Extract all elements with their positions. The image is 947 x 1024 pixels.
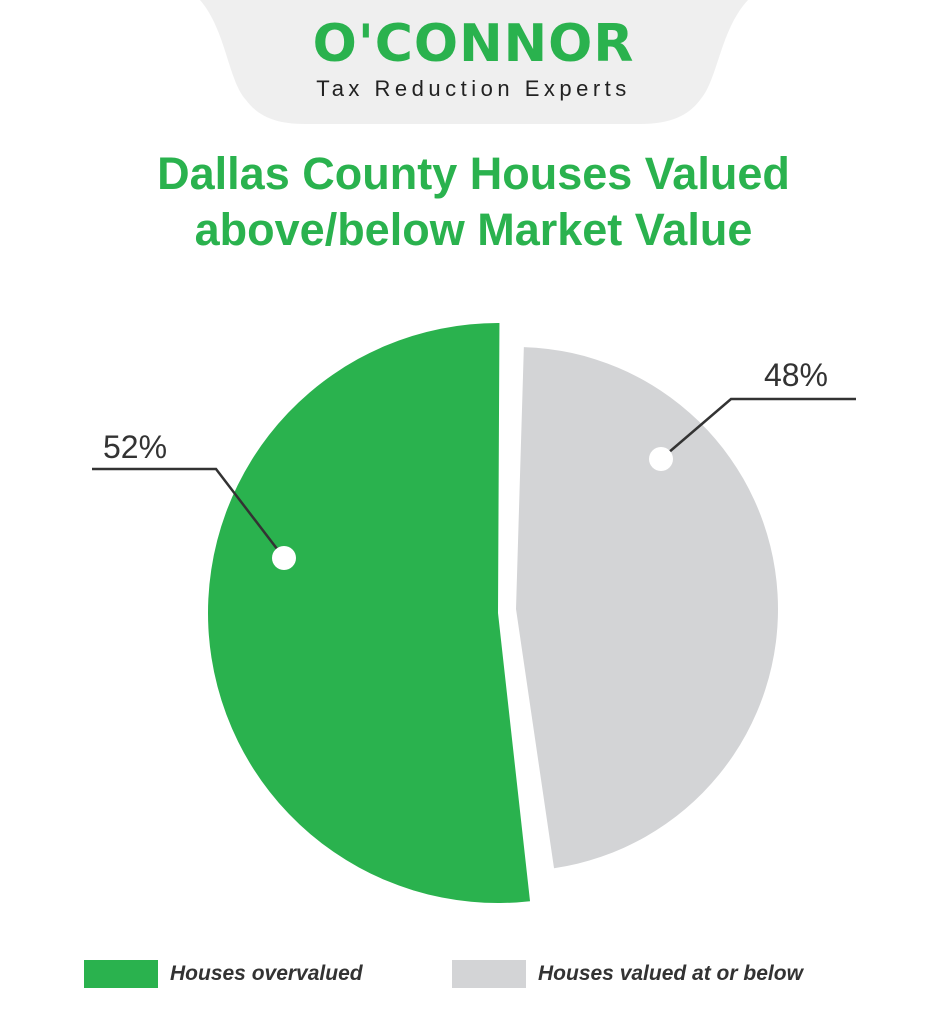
leader-line xyxy=(92,467,285,559)
pie-slice-overvalued xyxy=(207,323,531,903)
header-banner xyxy=(200,0,748,124)
logo-wordmark: O'CONNOR xyxy=(312,14,635,74)
data-label-valued-at-or-below: 48% xyxy=(764,357,828,393)
brand-logo: O'CONNOR Tax Reduction Experts xyxy=(0,14,947,102)
slice-marker-dot xyxy=(649,447,673,471)
legend-swatch-overvalued xyxy=(84,960,158,988)
chart-title-line-2: above/below Market Value xyxy=(194,204,753,255)
chart-title: Dallas County Houses Valued above/below … xyxy=(0,146,947,258)
data-label-overvalued: 52% xyxy=(103,429,167,465)
pie-chart: 52% 48% xyxy=(92,323,856,903)
chart-title-line-1: Dallas County Houses Valued xyxy=(157,148,790,199)
logo-tagline: Tax Reduction Experts xyxy=(316,76,631,101)
pie-slice-valued-at-or-below xyxy=(516,347,778,869)
chart-legend: Houses overvalued Houses valued at or be… xyxy=(0,950,947,1000)
legend-swatch-valued-at-or-below xyxy=(452,960,526,988)
leader-line xyxy=(660,397,856,460)
legend-label-overvalued: Houses overvalued xyxy=(170,962,363,985)
slice-marker-dot xyxy=(272,546,296,570)
legend-label-valued-at-or-below: Houses valued at or below xyxy=(538,962,803,985)
